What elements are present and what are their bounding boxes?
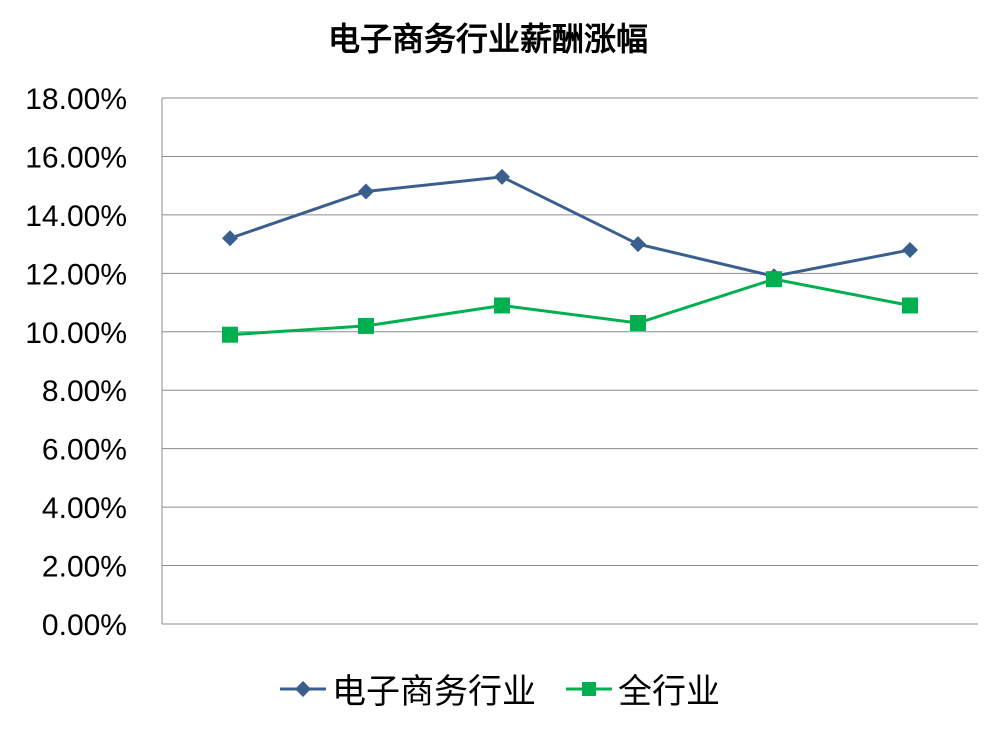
y-axis: 0.00% 2.00% 4.00% 6.00% 8.00% 10.00% 12.00% 14.… bbox=[25, 83, 163, 642]
chart-title: 电子商务行业薪酬涨幅 bbox=[327, 20, 648, 58]
data-point bbox=[766, 271, 782, 288]
series-layer bbox=[222, 168, 918, 343]
y-tick-label: 12.00% bbox=[25, 258, 127, 291]
y-tick-label: 8.00% bbox=[42, 375, 127, 408]
y-tick-label: 6.00% bbox=[42, 434, 127, 467]
legend-item-0: 电子商务行业 bbox=[280, 664, 536, 713]
data-point bbox=[630, 236, 646, 253]
data-point bbox=[630, 315, 646, 332]
y-tick-label: 16.00% bbox=[25, 141, 127, 174]
data-point bbox=[222, 326, 238, 343]
line-chart: 0.00% 2.00% 4.00% 6.00% 8.00% 10.00% 12.00% 14.… bbox=[25, 83, 978, 642]
series-line bbox=[229, 175, 911, 278]
legend-marker-diamond-icon bbox=[280, 680, 326, 697]
y-tick-label: 4.00% bbox=[42, 492, 127, 525]
data-point bbox=[902, 297, 918, 314]
series-1 bbox=[222, 271, 918, 343]
gridlines bbox=[162, 97, 978, 625]
legend-label-0: 电子商务行业 bbox=[332, 672, 536, 712]
series-line bbox=[229, 277, 911, 337]
legend-label-1: 全行业 bbox=[618, 672, 720, 712]
y-tick-label: 2.00% bbox=[42, 551, 127, 584]
y-tick-label: 14.00% bbox=[25, 200, 127, 233]
y-tick-label: 0.00% bbox=[42, 609, 127, 642]
y-tick-label: 18.00% bbox=[25, 83, 127, 116]
legend-marker-square-icon bbox=[566, 681, 612, 696]
y-tick-label: 10.00% bbox=[25, 317, 127, 350]
data-point bbox=[358, 317, 374, 334]
legend: 电子商务行业 全行业 bbox=[0, 664, 1000, 713]
data-point bbox=[222, 230, 238, 247]
data-point bbox=[494, 168, 510, 185]
data-point bbox=[358, 183, 374, 200]
legend-item-1: 全行业 bbox=[566, 664, 720, 713]
data-point bbox=[902, 241, 918, 258]
series-0 bbox=[222, 168, 918, 285]
data-point bbox=[494, 297, 510, 314]
